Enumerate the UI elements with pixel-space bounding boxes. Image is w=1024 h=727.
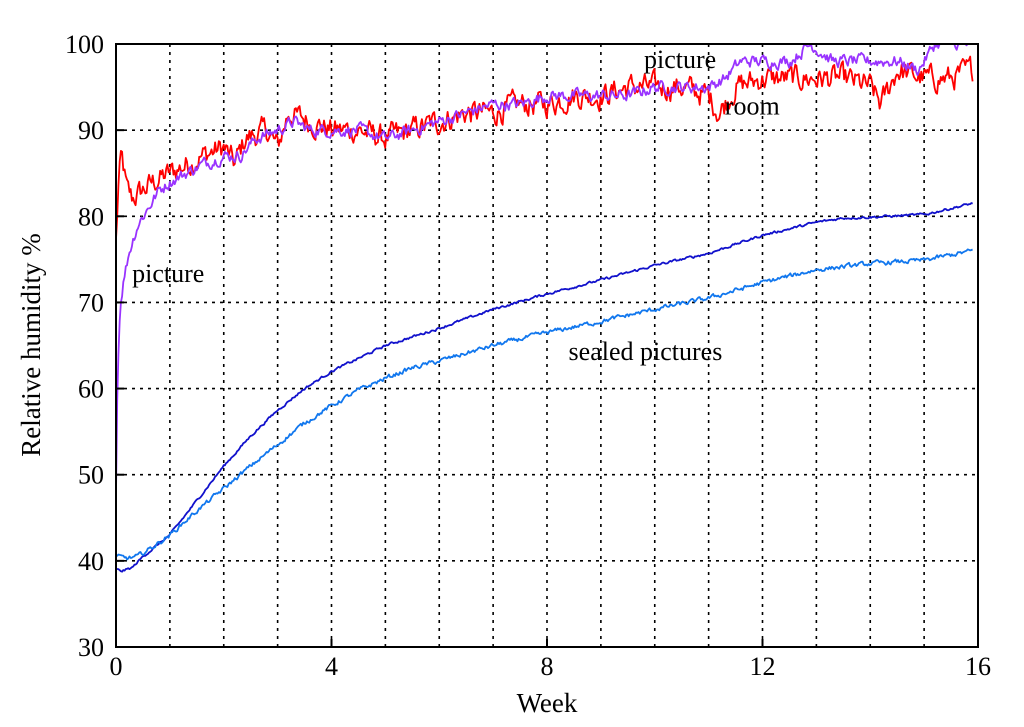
series-line-4 (115, 248, 973, 561)
x-axis-title: Week (517, 688, 578, 718)
series-line-1 (115, 55, 974, 239)
x-tick-label: 8 (541, 652, 554, 681)
y-tick-label: 90 (78, 116, 104, 145)
series-annotation: picture (644, 45, 716, 74)
x-tick-label: 0 (110, 652, 123, 681)
y-tick-label: 60 (78, 375, 104, 404)
y-tick-label: 50 (78, 461, 104, 490)
axis-ticks: 0 4 8 12 16 30 40 50 60 70 80 90 100 (65, 30, 991, 681)
y-tick-label: 70 (78, 288, 104, 317)
annotations: picture room picture sealed pictures (132, 45, 780, 366)
series-group (115, 43, 974, 573)
series-line-2 (115, 43, 973, 493)
x-tick-label: 4 (325, 652, 338, 681)
series-line-3 (115, 202, 974, 573)
x-tick-label: 16 (965, 652, 991, 681)
grid (116, 44, 978, 647)
y-tick-label: 40 (78, 547, 104, 576)
series-annotation: room (725, 92, 780, 121)
series-annotation: picture (132, 259, 204, 288)
y-axis-title: Relative humidity % (16, 233, 46, 456)
y-tick-label: 80 (78, 202, 104, 231)
y-tick-label: 100 (65, 30, 104, 59)
x-tick-label: 12 (750, 652, 776, 681)
series-annotation: sealed pictures (569, 337, 723, 366)
y-tick-label: 30 (78, 633, 104, 662)
